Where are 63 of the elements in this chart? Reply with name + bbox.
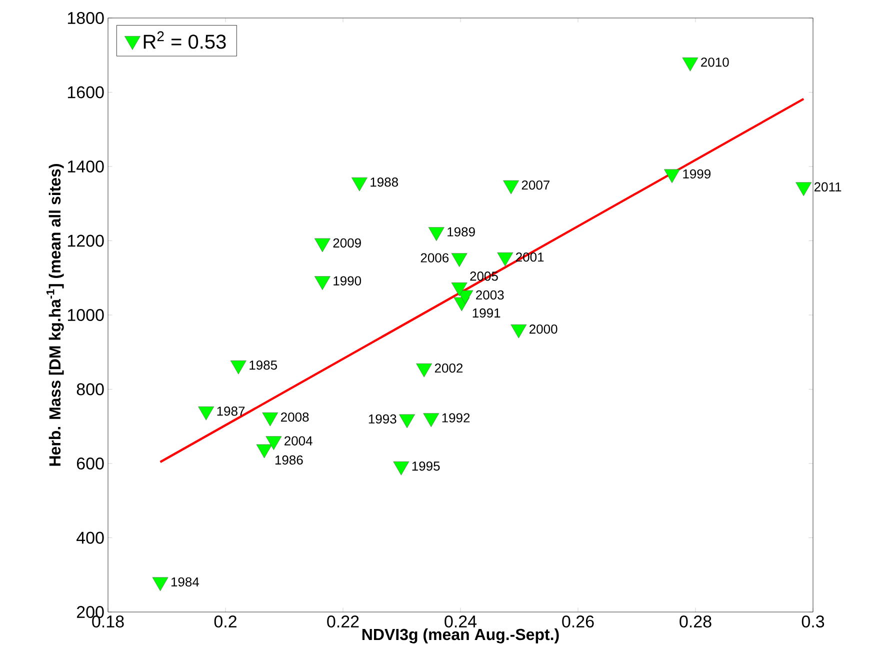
y-tick-label: 1600	[68, 86, 104, 98]
annotation: 1984	[171, 577, 200, 587]
point	[451, 253, 468, 267]
annotation: 1991	[472, 308, 500, 318]
point	[664, 169, 680, 184]
x-tick-label: 0.22	[327, 616, 359, 628]
point	[399, 414, 415, 428]
annotation: 2004	[284, 436, 312, 446]
annotation: 1999	[683, 169, 710, 179]
annotation: 2011	[814, 182, 842, 192]
annotation: 1992	[442, 413, 470, 422]
annotation: 1988	[370, 177, 398, 187]
x-tick-label: 0.18	[92, 616, 124, 628]
point	[423, 413, 440, 427]
point	[266, 436, 282, 450]
x-tick-label: 0.2	[214, 616, 236, 628]
x-tick-label: 0.26	[562, 616, 594, 628]
point	[796, 182, 812, 196]
point	[416, 363, 432, 378]
y-tick-label: 400	[76, 532, 104, 544]
annotation: 2000	[530, 324, 558, 334]
y-tick-label: 1800	[68, 12, 104, 24]
annotation: 1993	[368, 414, 396, 424]
annotation: 2010	[701, 58, 729, 67]
point	[230, 360, 246, 374]
point	[497, 252, 514, 266]
point	[152, 577, 168, 592]
annotation: 1990	[334, 276, 362, 286]
point	[314, 238, 330, 252]
annotation: 2008	[281, 412, 309, 422]
y-axis-title: Herb. Mass [DM kg.ha$^{-1}$] (mean all sites)	[46, 164, 64, 466]
point	[256, 444, 272, 458]
y-tick-label: 1200	[68, 234, 104, 247]
point	[262, 412, 278, 426]
point	[198, 406, 214, 420]
annotation: 2007	[522, 180, 550, 190]
annotation: 1985	[250, 360, 277, 370]
legend-label: R$^{2}$ = 0.53	[144, 31, 226, 49]
annotation: 2003	[476, 290, 504, 300]
point	[682, 58, 698, 72]
annotation: 2002	[434, 363, 463, 373]
y-tick-label: 1000	[68, 308, 104, 322]
annotation: 1986	[275, 455, 303, 465]
point	[510, 324, 527, 338]
point	[451, 282, 468, 296]
x-tick-label: 0.28	[680, 616, 712, 628]
x-tick-label: 0.24	[444, 616, 477, 628]
point	[393, 461, 410, 476]
annotation: 1989	[448, 227, 475, 236]
x-tick-label: 0.3	[802, 616, 824, 628]
point	[503, 180, 519, 194]
y-tick-label: 200	[76, 606, 104, 618]
annotation: 1987	[217, 406, 245, 416]
annotation: 1995	[412, 461, 440, 471]
y-tick-label: 800	[76, 383, 104, 396]
point	[428, 227, 444, 241]
annotation: 2006	[420, 253, 449, 262]
point	[352, 177, 368, 192]
x-axis-title: NDVI3g (mean Aug.-Sept.)	[362, 628, 559, 644]
y-tick-label: 600	[76, 457, 104, 470]
y-tick-label: 1400	[68, 160, 104, 173]
point	[314, 276, 330, 290]
annotation: 2009	[333, 238, 361, 248]
